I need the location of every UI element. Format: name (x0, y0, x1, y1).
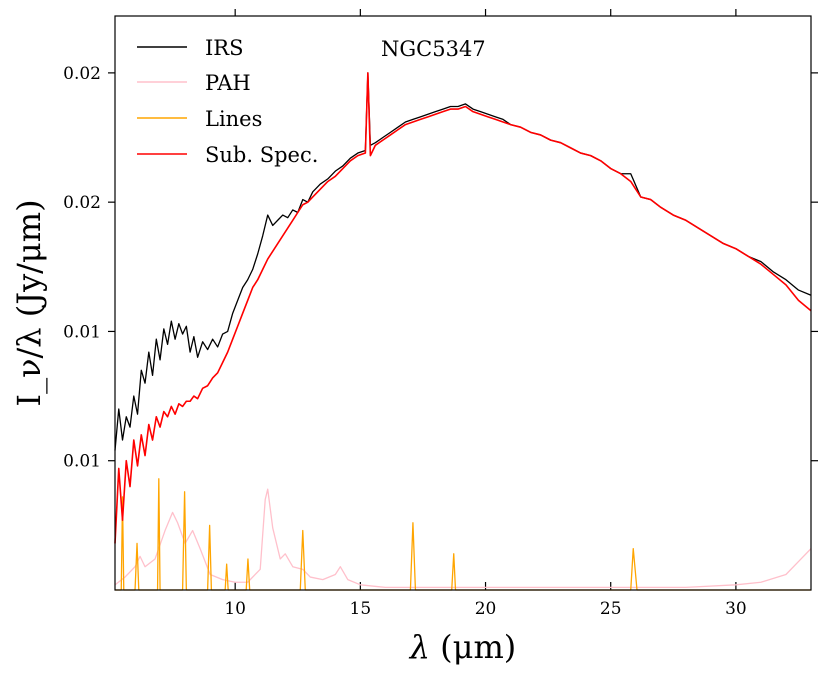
x-tick-label: 10 (224, 599, 246, 619)
legend: IRS PAH Lines Sub. Spec. (137, 36, 318, 167)
x-axis-title: λ (μm) (408, 628, 517, 666)
y-tick-label: 0.01 (63, 452, 101, 472)
x-axis-symbol: λ (408, 628, 430, 666)
chart-title: NGC5347 (381, 37, 486, 61)
series-line-pah (114, 488, 812, 589)
legend-label-sub-spec: Sub. Spec. (205, 143, 318, 167)
x-tick-label: 30 (725, 599, 747, 619)
legend-label-pah: PAH (205, 71, 251, 95)
tick-labels: 10 15 20 25 30 0.01 0.01 0.02 0.02 (63, 64, 747, 619)
plot-frame (114, 15, 812, 591)
legend-label-irs: IRS (205, 36, 244, 60)
x-tick-label: 20 (475, 599, 497, 619)
x-axis-unit: (μm) (430, 628, 516, 666)
y-tick-label: 0.01 (63, 322, 101, 342)
y-tick-label: 0.02 (63, 64, 101, 84)
plot-area (115, 16, 811, 590)
series-line-sub-spec (114, 72, 812, 544)
x-tick-label: 15 (350, 599, 372, 619)
y-tick-label: 0.02 (63, 193, 101, 213)
y-axis-title: I_ν/λ (Jy/μm) (10, 199, 48, 406)
x-tick-label: 25 (600, 599, 622, 619)
legend-label-lines: Lines (205, 107, 262, 131)
axis-ticks (108, 9, 818, 590)
